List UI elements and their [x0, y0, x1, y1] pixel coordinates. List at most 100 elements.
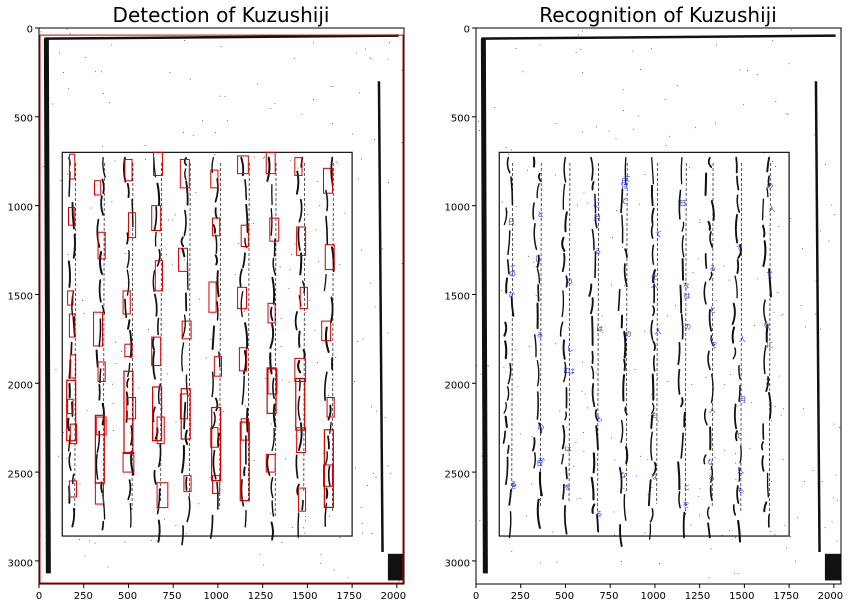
ink-stroke — [156, 182, 161, 206]
speckle — [691, 383, 693, 385]
ink-stroke — [101, 178, 105, 195]
ink-stroke — [239, 268, 243, 288]
speckle — [821, 481, 823, 482]
speckle — [638, 115, 640, 117]
ink-stroke — [96, 218, 101, 248]
speckle — [836, 540, 838, 542]
ink-stroke — [271, 500, 275, 517]
speckle — [689, 167, 690, 169]
ink-stroke — [71, 401, 74, 417]
ink-stroke — [706, 506, 710, 520]
speckle — [159, 446, 160, 447]
speckle — [220, 303, 222, 304]
y-tick-label: 3000 — [445, 559, 470, 570]
ink-stroke — [71, 507, 76, 528]
recognition-label: は — [565, 445, 572, 453]
speckle — [659, 563, 660, 565]
recognition-label: て — [766, 271, 773, 279]
ink-stroke — [536, 498, 541, 529]
ink-stroke — [710, 200, 715, 221]
ink-stroke — [533, 452, 537, 469]
panel-recognition: Recognition of Kuzushiji るのかをて日し日るかとのはしに… — [445, 3, 844, 602]
detection-box — [322, 167, 333, 194]
ink-stroke — [212, 449, 217, 480]
ink-stroke — [329, 421, 332, 434]
ink-stroke — [680, 397, 684, 408]
ink-stroke — [327, 404, 332, 421]
axes-frame — [38, 27, 405, 585]
ink-stroke — [589, 297, 594, 315]
ink-stroke — [126, 232, 129, 245]
ink-stroke — [594, 214, 598, 229]
speckle — [289, 269, 291, 271]
speckle — [66, 457, 68, 459]
speckle — [361, 506, 363, 508]
speckle — [699, 488, 701, 490]
speckle — [226, 120, 228, 121]
speckle — [335, 161, 337, 162]
speckle — [374, 306, 376, 308]
detection-box — [322, 464, 333, 487]
recognition-label: な — [707, 459, 714, 467]
speckle — [390, 473, 392, 475]
speckle — [387, 59, 389, 61]
speckle — [301, 113, 303, 115]
speckle — [797, 517, 799, 519]
recognition-label: は — [621, 182, 628, 190]
speckle — [275, 267, 276, 269]
plot-area-recognition: るのかをて日し日るかとのはしにのはをはもるにる月のててはな月をもて人な人と日なは… — [472, 27, 842, 588]
speckle — [528, 255, 529, 257]
ink-stroke — [734, 213, 739, 244]
ink-stroke — [622, 374, 626, 402]
ink-stroke — [126, 377, 130, 388]
speckle — [112, 383, 113, 385]
speckle — [614, 534, 615, 536]
speckle — [273, 265, 275, 267]
speckle — [352, 133, 354, 135]
recognition-label: を — [763, 322, 770, 330]
speckle — [825, 164, 826, 166]
ink-stroke — [709, 484, 713, 502]
ink-stroke — [681, 221, 685, 232]
speckle — [596, 372, 598, 374]
recognition-label: に — [766, 341, 773, 349]
speckle — [505, 147, 507, 148]
recognition-label: も — [737, 487, 744, 495]
speckle — [786, 547, 787, 549]
speckle — [583, 451, 585, 452]
speckle — [307, 214, 309, 216]
ink-stroke — [736, 259, 740, 275]
speckle — [729, 530, 730, 532]
ink-stroke — [297, 512, 300, 538]
detection-box — [266, 367, 277, 414]
ink-stroke — [506, 259, 510, 275]
speckle — [791, 29, 792, 31]
ink-stroke — [651, 373, 655, 401]
ink-stroke — [565, 275, 568, 288]
recognition-label: て — [621, 197, 628, 205]
ink-stroke — [677, 342, 681, 366]
speckle — [245, 405, 247, 407]
ink-stroke — [325, 189, 329, 212]
ink-stroke — [272, 377, 275, 399]
ink-stroke — [127, 479, 132, 501]
ink-stroke — [503, 401, 507, 414]
ink-stroke — [679, 284, 683, 314]
ink-stroke — [588, 283, 593, 297]
speckle — [68, 88, 70, 89]
detection-box — [93, 311, 104, 347]
speckle — [316, 181, 318, 182]
speckle — [305, 519, 306, 521]
ink-stroke — [188, 163, 191, 513]
speckle — [612, 237, 613, 238]
speckle — [355, 467, 356, 469]
y-tick-label: 2000 — [8, 381, 33, 392]
speckle — [568, 327, 570, 328]
speckle — [288, 381, 290, 383]
ink-stroke — [734, 430, 738, 442]
ink-stroke — [707, 220, 711, 231]
speckle — [531, 436, 533, 438]
speckle — [833, 497, 834, 499]
speckle — [507, 211, 509, 213]
speckle — [831, 204, 833, 206]
